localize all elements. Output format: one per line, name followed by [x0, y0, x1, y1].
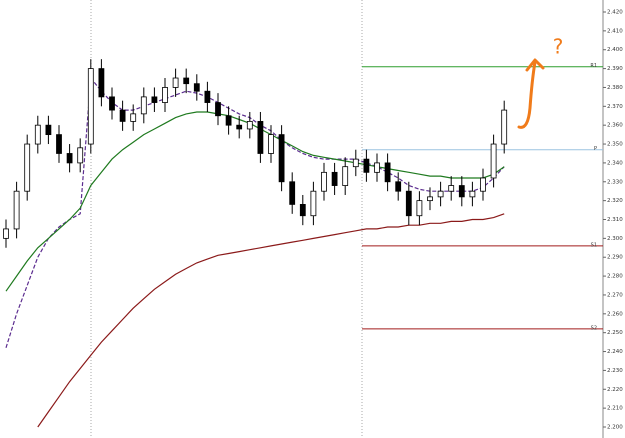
y-tick-label: 2.270 — [607, 292, 623, 298]
annotation: ? — [553, 35, 564, 59]
candle-body — [3, 228, 9, 239]
candle-body — [469, 190, 476, 198]
y-tick-label: 2.420 — [607, 10, 623, 16]
y-tick-label: 2.400 — [607, 47, 623, 53]
candle-body — [109, 96, 115, 111]
candle-body — [130, 113, 137, 122]
y-tick-label: 2.250 — [607, 330, 623, 336]
candle-body — [448, 185, 455, 192]
pivot-label: P — [594, 146, 597, 152]
candle-body — [384, 162, 391, 183]
candle-body — [172, 77, 179, 88]
candle-body — [151, 96, 158, 103]
candle-body — [374, 162, 380, 173]
candle-body — [268, 134, 274, 154]
candle-body — [225, 115, 232, 126]
candle-body — [119, 109, 126, 122]
y-tick-label: 2.200 — [607, 425, 623, 431]
pivot-label: S1 — [591, 242, 597, 248]
candle-body — [437, 190, 444, 198]
pivot-label: S2 — [591, 325, 597, 331]
candle-body — [24, 143, 31, 192]
candle-body — [45, 124, 52, 136]
y-tick-label: 2.360 — [607, 123, 623, 129]
candle-body — [215, 102, 221, 117]
y-tick-label: 2.330 — [607, 179, 623, 185]
y-tick-label: 2.290 — [607, 255, 623, 261]
y-tick-label: 2.350 — [607, 142, 623, 148]
candle-body — [501, 109, 508, 145]
candle-body — [490, 143, 497, 179]
candle-body — [34, 124, 41, 145]
candle-body — [140, 96, 147, 115]
candle-body — [87, 68, 94, 145]
candle-body — [162, 87, 168, 103]
candle-body — [427, 196, 433, 202]
candle-body — [321, 171, 327, 192]
candle-body — [183, 77, 190, 85]
candle-body — [204, 90, 211, 103]
y-tick-label: 2.260 — [607, 311, 623, 317]
candle-body — [342, 166, 349, 186]
candle-body — [278, 134, 285, 183]
candle-body — [299, 204, 306, 217]
candle-body — [331, 171, 338, 186]
candle-body — [66, 153, 73, 164]
candle-body — [352, 158, 359, 168]
pivot-label: R1 — [590, 63, 597, 69]
annotation-arrowhead — [525, 58, 545, 72]
y-tick-label: 2.300 — [607, 236, 623, 242]
y-tick-label: 2.380 — [607, 85, 623, 91]
y-tick-label: 2.320 — [607, 198, 623, 204]
candle-body — [395, 181, 402, 192]
candle-body — [193, 83, 200, 92]
candle-body — [310, 190, 317, 217]
candle-body — [246, 121, 253, 130]
candle-body — [236, 124, 243, 130]
candle-body — [13, 190, 20, 230]
candle-body — [405, 190, 412, 217]
y-tick-label: 2.220 — [607, 387, 623, 393]
candle-body — [77, 147, 84, 164]
y-tick-label: 2.340 — [607, 160, 623, 166]
y-tick-label: 2.280 — [607, 274, 623, 280]
y-tick-label: 2.210 — [607, 406, 623, 412]
y-tick-label: 2.390 — [607, 66, 623, 72]
y-tick-label: 2.230 — [607, 368, 623, 374]
candle-body — [480, 177, 486, 192]
y-tick-label: 2.240 — [607, 349, 623, 355]
candle-body — [458, 185, 465, 198]
moving-average — [37, 213, 505, 428]
y-tick-label: 2.310 — [607, 217, 623, 223]
candle-body — [363, 158, 370, 173]
annotation-arrow — [517, 60, 537, 129]
candle-body — [56, 134, 62, 154]
moving-average — [5, 111, 505, 292]
y-tick-label: 2.370 — [607, 104, 623, 110]
candle-body — [257, 121, 264, 154]
candle-body — [98, 68, 105, 98]
candle-body — [416, 200, 423, 217]
y-tick-label: 2.410 — [607, 28, 623, 34]
candle-body — [289, 181, 296, 205]
